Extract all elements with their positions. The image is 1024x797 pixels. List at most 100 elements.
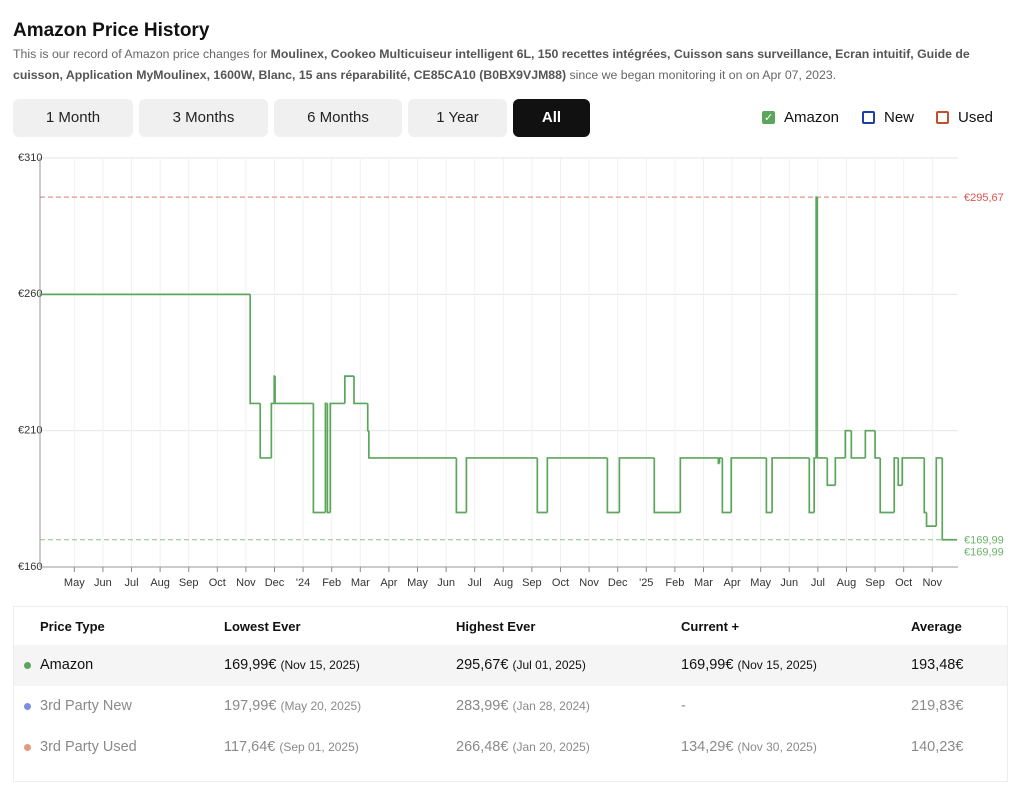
legend-label: New	[884, 109, 915, 126]
x-tick-label: May	[407, 577, 428, 589]
x-tick-label: May	[750, 577, 771, 589]
x-tick-label: Feb	[322, 577, 341, 589]
description-prefix: This is our record of Amazon price chang…	[13, 47, 271, 61]
x-tick-label: '25	[639, 577, 653, 589]
price-cell: 295,67€ (Jul 01, 2025)	[456, 645, 586, 685]
column-header: Average	[911, 619, 962, 634]
price-step	[816, 197, 828, 459]
range-tab[interactable]: 1 Month	[13, 99, 133, 137]
price-cell: 169,99€ (Nov 15, 2025)	[681, 645, 817, 685]
x-tick-label: Apr	[724, 577, 741, 589]
price-step	[893, 457, 899, 513]
range-tab[interactable]: 6 Months	[274, 99, 402, 137]
average-price: 193,48€	[911, 657, 964, 673]
price-step	[312, 403, 326, 514]
price-step	[653, 457, 681, 514]
price-step	[864, 429, 876, 458]
legend-item[interactable]: ✓ Amazon	[762, 109, 839, 126]
price-step	[324, 402, 328, 513]
price-date: (May 20, 2025)	[280, 699, 362, 713]
table-header: Price Type Lowest Ever Highest Ever Current…	[14, 607, 1007, 647]
price-step	[717, 457, 720, 465]
column-header: Current +	[681, 619, 740, 634]
description: This is our record of Amazon price chang…	[13, 44, 1008, 86]
price: 283,99€	[456, 698, 509, 714]
row-dot	[24, 662, 31, 669]
y-tick-label: €160	[18, 561, 42, 573]
x-tick-label: Jul	[811, 577, 825, 589]
legend-checkbox[interactable]: ✓	[762, 111, 775, 124]
x-tick-label: Mar	[351, 577, 370, 589]
price-type: 3rd Party New	[40, 698, 132, 714]
x-tick-label: Nov	[922, 577, 942, 589]
table-row: Amazon 169,99€ (Nov 15, 2025) 295,67€ (Jul…	[14, 645, 1007, 686]
x-tick-label: Sep	[522, 577, 542, 589]
x-tick-label: Mar	[694, 577, 713, 589]
price-step	[844, 429, 852, 458]
price-date: (Nov 30, 2025)	[737, 740, 817, 754]
x-tick-label: Oct	[552, 577, 569, 589]
price-step	[606, 457, 620, 514]
legend-item[interactable]: New	[862, 109, 914, 126]
row-dot	[24, 744, 31, 751]
price-step	[897, 457, 903, 487]
legend-checkbox[interactable]	[862, 111, 875, 124]
price-step	[366, 403, 369, 432]
price-step	[925, 512, 937, 527]
price-step	[850, 430, 866, 459]
price: 134,29€	[681, 739, 734, 755]
x-tick-label: Nov	[579, 577, 599, 589]
x-tick-label: Jun	[780, 577, 798, 589]
price-cell: 197,99€ (May 20, 2025)	[224, 686, 361, 726]
y-tick-label: €260	[18, 288, 42, 300]
average-price: 219,83€	[911, 698, 964, 714]
description-suffix: since we began monitoring it on on Apr 0…	[566, 68, 837, 82]
x-tick-label: Aug	[494, 577, 514, 589]
price-type: 3rd Party Used	[40, 739, 137, 755]
price-table: Price Type Lowest Ever Highest Ever Current…	[13, 606, 1008, 782]
x-tick-label: Sep	[179, 577, 199, 589]
price-step	[813, 457, 817, 513]
range-tab[interactable]: 1 Year	[408, 99, 507, 137]
x-tick-label: Jul	[468, 577, 482, 589]
x-tick-label: Jun	[94, 577, 112, 589]
x-tick-label: Feb	[665, 577, 684, 589]
price-cell: 169,99€ (Nov 15, 2025)	[224, 645, 360, 685]
page-title: Amazon Price History	[13, 20, 210, 41]
range-tab[interactable]: 3 Months	[139, 99, 268, 137]
price-cell: 134,29€ (Nov 30, 2025)	[681, 727, 817, 767]
price-step	[455, 457, 467, 514]
reference-label: €295,67	[964, 192, 1004, 204]
column-header: Lowest Ever	[224, 619, 301, 634]
range-tab[interactable]: All	[513, 99, 590, 137]
table-row: 3rd Party Used 117,64€ (Sep 01, 2025) 266,…	[14, 727, 1007, 768]
price-step	[326, 403, 331, 514]
x-tick-label: Apr	[380, 577, 397, 589]
legend-checkbox[interactable]	[936, 111, 949, 124]
price-step	[721, 457, 732, 514]
average-price: 140,23€	[911, 739, 964, 755]
column-header: Price Type	[40, 619, 105, 634]
price-step	[618, 457, 655, 513]
price-step	[259, 403, 272, 459]
row-dot	[24, 703, 31, 710]
price: 295,67€	[456, 657, 509, 673]
price-step	[771, 457, 810, 513]
price: 197,99€	[224, 698, 277, 714]
price-step	[465, 457, 538, 513]
x-tick-label: Jun	[437, 577, 455, 589]
x-tick-label: Aug	[837, 577, 857, 589]
price-cell: 117,64€ (Sep 01, 2025)	[224, 727, 359, 767]
price-date: (Nov 15, 2025)	[280, 658, 360, 672]
price-date: (Jan 20, 2025)	[512, 740, 590, 754]
price-cell: -	[681, 686, 686, 726]
legend-label: Amazon	[784, 109, 840, 126]
x-tick-label: Oct	[209, 577, 226, 589]
x-tick-label: '24	[296, 577, 310, 589]
price-step	[874, 430, 881, 459]
price-date: (Sep 01, 2025)	[279, 740, 359, 754]
price-cell: 283,99€ (Jan 28, 2024)	[456, 686, 590, 726]
legend-item[interactable]: Used	[936, 109, 993, 126]
price-step	[826, 457, 836, 487]
